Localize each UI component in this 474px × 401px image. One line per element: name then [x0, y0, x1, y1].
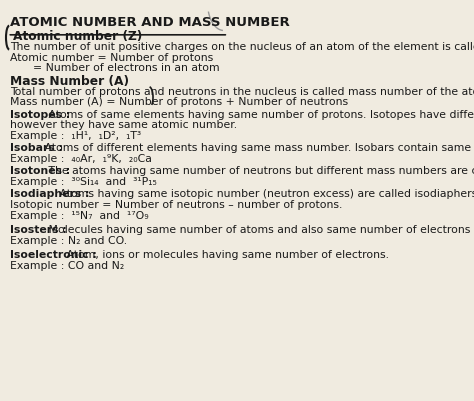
Text: Molecules having same number of atoms and also same number of electrons are call: Molecules having same number of atoms an… — [45, 225, 474, 235]
Text: Atom, ions or molecules having same number of electrons.: Atom, ions or molecules having same numb… — [63, 250, 389, 260]
Text: Atomic number = Number of protons: Atomic number = Number of protons — [9, 53, 213, 63]
Text: Isobars :: Isobars : — [9, 143, 63, 153]
Text: ATOMIC NUMBER AND MASS NUMBER: ATOMIC NUMBER AND MASS NUMBER — [9, 16, 290, 29]
Text: Example :  ₁H¹,  ₁D²,  ₁T³: Example : ₁H¹, ₁D², ₁T³ — [9, 131, 141, 141]
Text: Example :  ₄₀Ar,  ₁⁹K,  ₂₀Ca: Example : ₄₀Ar, ₁⁹K, ₂₀Ca — [9, 154, 152, 164]
Text: Atomic number (Z): Atomic number (Z) — [13, 30, 142, 43]
Text: Isoelectronic :: Isoelectronic : — [9, 250, 97, 260]
Text: The number of unit positive charges on the nucleus of an atom of the element is : The number of unit positive charges on t… — [9, 43, 474, 52]
Text: however they have same atomic number.: however they have same atomic number. — [9, 120, 237, 130]
Text: Example :  ³⁰Si₁₄  and  ³¹P₁₅: Example : ³⁰Si₁₄ and ³¹P₁₅ — [9, 177, 156, 187]
Text: Isotopes :: Isotopes : — [9, 109, 70, 119]
Text: Isodiaphers :: Isodiaphers : — [9, 189, 89, 199]
Text: Example : CO and N₂: Example : CO and N₂ — [9, 261, 124, 271]
Text: Total number of protons and neutrons in the nucleus is called mass number of the: Total number of protons and neutrons in … — [9, 87, 474, 97]
Text: Example : N₂ and CO.: Example : N₂ and CO. — [9, 236, 127, 246]
Text: Atoms of same elements having same number of protons. Isotopes have different ma: Atoms of same elements having same numbe… — [45, 109, 474, 119]
Text: = Number of electrons in an atom: = Number of electrons in an atom — [33, 63, 219, 73]
Text: Atoms having same isotopic number (neutron excess) are called isodiaphers.: Atoms having same isotopic number (neutr… — [55, 189, 474, 199]
Text: Isotopic number = Number of neutrons – number of protons.: Isotopic number = Number of neutrons – n… — [9, 200, 342, 210]
Text: Isotones :: Isotones : — [9, 166, 70, 176]
Text: Isosters :: Isosters : — [9, 225, 66, 235]
Text: The atoms having same number of neutrons but different mass numbers are called i: The atoms having same number of neutrons… — [45, 166, 474, 176]
Text: Mass Number (A): Mass Number (A) — [9, 75, 128, 88]
Text: Atoms of different elements having same mass number. Isobars contain same number: Atoms of different elements having same … — [41, 143, 474, 153]
Text: Example :  ¹⁵N₇  and  ¹⁷O₉: Example : ¹⁵N₇ and ¹⁷O₉ — [9, 211, 148, 221]
Text: Mass number (A) = Number of protons + Number of neutrons: Mass number (A) = Number of protons + Nu… — [9, 97, 348, 107]
